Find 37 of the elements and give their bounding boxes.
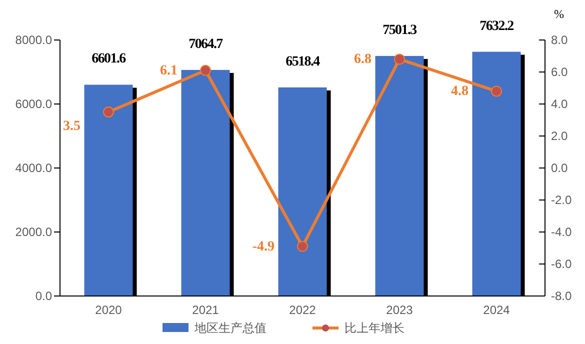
y2-tick-label: -4.0 xyxy=(551,225,572,239)
y2-tick-label: -8.0 xyxy=(551,289,572,303)
legend-label: 比上年增长 xyxy=(344,321,404,335)
y-tick-label: 2000.0 xyxy=(15,225,52,239)
point xyxy=(103,106,114,118)
data-label: 6601.6 xyxy=(92,52,126,67)
data-label: 6.8 xyxy=(354,52,372,68)
y2-axis-title: % xyxy=(554,7,564,21)
y-tick-label: 0.0 xyxy=(35,289,52,303)
y2-tick-label: -6.0 xyxy=(551,257,572,271)
data-label: 6.1 xyxy=(160,63,178,78)
y2-tick-label: 6.0 xyxy=(551,65,568,79)
x-tick-label: 2024 xyxy=(483,303,510,317)
data-label: 7632.2 xyxy=(480,18,514,34)
x-tick-label: 2023 xyxy=(386,303,414,317)
y2-tick-label: 4.0 xyxy=(551,97,568,111)
y-tick-label: 8000.0 xyxy=(15,33,52,47)
y-tick-label: 4000.0 xyxy=(15,161,52,175)
legend-label: 地区生产总值 xyxy=(194,321,266,335)
x-tick-label: 2022 xyxy=(289,303,316,317)
data-label: 7064.7 xyxy=(188,36,224,52)
point xyxy=(394,54,405,65)
data-label: -4.9 xyxy=(252,239,274,254)
y-tick-label: 6000.0 xyxy=(15,97,52,111)
y2-tick-label: 2.0 xyxy=(551,129,568,143)
y2-tick-label: -2.0 xyxy=(551,193,572,207)
data-label: 6518.4 xyxy=(286,54,320,70)
data-label: 7501.3 xyxy=(382,22,418,38)
point xyxy=(200,64,211,76)
y2-tick-label: 0.0 xyxy=(551,161,568,175)
data-label: 3.5 xyxy=(63,119,80,134)
point xyxy=(491,86,502,97)
point xyxy=(297,240,308,252)
x-tick-label: 2021 xyxy=(192,303,220,317)
y2-tick-label: 8.0 xyxy=(551,33,568,47)
x-tick-label: 2020 xyxy=(95,303,122,317)
data-label: 4.8 xyxy=(451,84,468,100)
